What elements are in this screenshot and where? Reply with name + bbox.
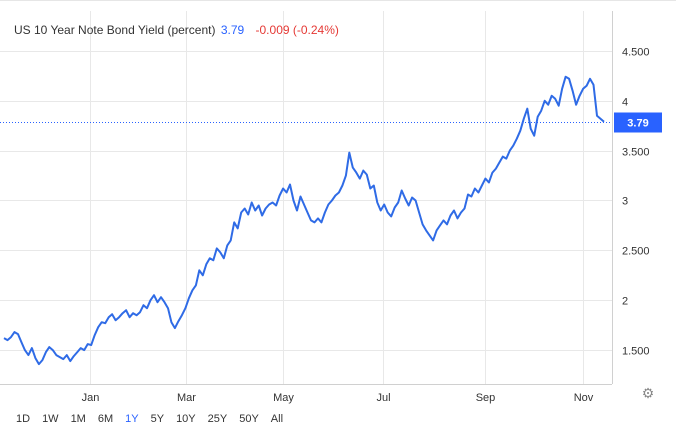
- x-tick-label: Jul: [376, 392, 390, 404]
- range-button-6m[interactable]: 6M: [97, 413, 114, 425]
- range-button-50y[interactable]: 50Y: [239, 413, 259, 425]
- range-button-1m[interactable]: 1M: [70, 413, 86, 425]
- x-tick-label: Jan: [82, 392, 100, 404]
- range-button-1y[interactable]: 1Y: [125, 413, 139, 425]
- y-tick-label: 4: [622, 97, 628, 109]
- range-button-1w[interactable]: 1W: [42, 413, 59, 425]
- chart-title: US 10 Year Note Bond Yield (percent): [14, 23, 216, 37]
- x-tick-label: Mar: [177, 392, 196, 404]
- y-tick-label: 3.500: [622, 147, 650, 159]
- chart-header: US 10 Year Note Bond Yield (percent) 3.7…: [14, 23, 339, 37]
- last-value-badge-group: 3.79: [0, 112, 662, 133]
- chart-grid: [0, 11, 613, 385]
- x-axis-ticks: Jan Mar May Jul Sep Nov: [82, 392, 594, 404]
- range-button-5y[interactable]: 5Y: [150, 413, 165, 425]
- range-button-25y[interactable]: 25Y: [207, 413, 228, 425]
- range-button-10y[interactable]: 10Y: [176, 413, 196, 425]
- last-value-badge: [614, 112, 662, 133]
- y-tick-label: 2.500: [622, 246, 650, 258]
- y-axis-ticks: 1.500 2 2.500 3 3.500 4 4.500: [622, 47, 650, 358]
- last-value-badge-label: 3.79: [627, 118, 648, 130]
- x-tick-label: May: [273, 392, 294, 404]
- gear-icon[interactable]: ⚙: [641, 385, 655, 401]
- range-button-all[interactable]: All: [270, 413, 284, 425]
- y-tick-label: 2: [622, 296, 628, 308]
- x-tick-label: Sep: [476, 392, 496, 404]
- y-tick-label: 3: [622, 196, 628, 208]
- last-value: 3.79: [220, 23, 245, 37]
- range-button-1d[interactable]: 1D: [16, 413, 31, 425]
- y-tick-label: 1.500: [622, 346, 650, 358]
- series-line-group: [3, 75, 605, 366]
- yield-series-line: [3, 75, 605, 366]
- y-tick-label: 4.500: [622, 47, 650, 59]
- x-tick-label: Nov: [574, 392, 594, 404]
- change-value: -0.009 (-0.24%): [255, 23, 339, 37]
- range-selector: 1D 1W 1M 6M 1Y 5Y 10Y 25Y 50Y All: [10, 411, 289, 427]
